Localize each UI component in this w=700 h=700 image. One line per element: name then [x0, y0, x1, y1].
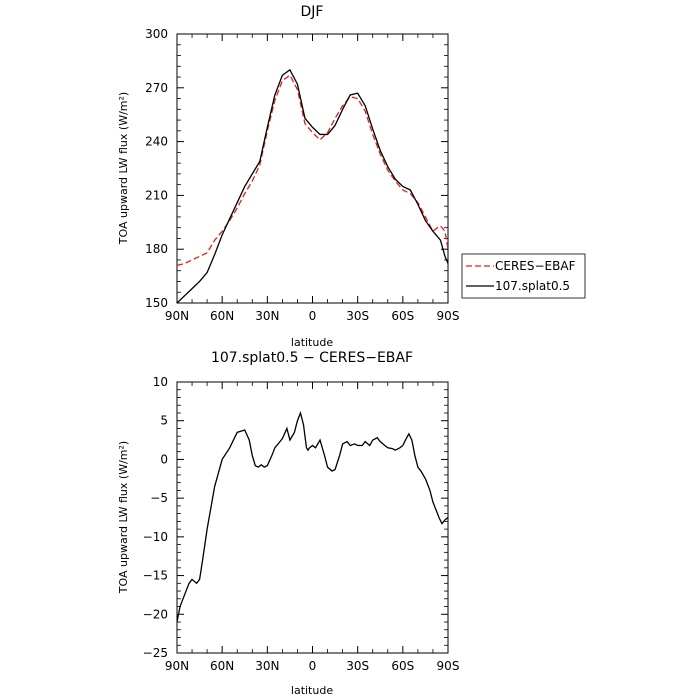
x-tick-label: 0 [309, 659, 317, 673]
series-line-107-splat0-5 [177, 68, 448, 303]
chart-top-x-axis-label: latitude [291, 336, 333, 349]
x-tick-label: 60S [391, 659, 414, 673]
chart-bottom-frame [176, 381, 449, 654]
chart-top-y-axis: 150 180 210 240 270 300 [145, 27, 448, 310]
chart-top-legend: CERES−EBAF 107.splat0.5 [461, 253, 586, 299]
x-tick-label: 60S [391, 309, 414, 323]
x-tick-label: 30S [346, 309, 369, 323]
y-tick-label: 150 [145, 296, 168, 310]
x-tick-label: 30N [255, 659, 279, 673]
y-tick-label: −15 [143, 569, 168, 583]
chart-bottom-x-axis-label: latitude [291, 684, 333, 697]
series-line-difference [177, 410, 448, 623]
y-tick-label: 10 [153, 375, 168, 389]
y-tick-label: 270 [145, 81, 168, 95]
series-line-ceres-ebaf [177, 74, 448, 266]
chart-top-x-axis: 90N 60N 30N 0 30S 60S 90S [165, 34, 460, 323]
chart-top-minor-ticks [177, 34, 448, 303]
y-tick-label: 240 [145, 135, 168, 149]
x-tick-label: 90S [437, 309, 460, 323]
chart-top-y-axis-label: TOA upward LW flux (W/m²) [117, 92, 130, 245]
x-tick-label: 90S [437, 659, 460, 673]
chart-top-title: DJF [301, 4, 324, 20]
y-tick-label: 300 [145, 27, 168, 41]
legend-entry-ceres-ebaf: CERES−EBAF [495, 259, 576, 273]
chart-top-frame [176, 33, 449, 304]
x-tick-label: 0 [309, 309, 317, 323]
y-tick-label: −25 [143, 646, 168, 660]
y-tick-label: 0 [160, 452, 168, 466]
y-tick-label: −10 [143, 530, 168, 544]
x-tick-label: 30S [346, 659, 369, 673]
x-tick-label: 30N [255, 309, 279, 323]
x-tick-label: 90N [165, 659, 189, 673]
legend-box [461, 253, 586, 299]
chart-bottom: 107.splat0.5 − CERES−EBAF −25 −20 −15 −10 −5… [117, 350, 459, 697]
chart-bottom-y-axis: −25 −20 −15 −10 −5 0 5 10 [143, 375, 448, 660]
y-tick-label: −5 [150, 491, 168, 505]
chart-bottom-minor-ticks [177, 382, 448, 653]
y-tick-label: 210 [145, 188, 168, 202]
x-tick-label: 90N [165, 309, 189, 323]
y-tick-label: 180 [145, 242, 168, 256]
x-tick-label: 60N [210, 659, 234, 673]
legend-entry-107-splat0-5: 107.splat0.5 [495, 279, 570, 293]
chart-bottom-x-axis: 90N 60N 30N 0 30S 60S 90S [165, 382, 460, 673]
chart-bottom-y-axis-label: TOA upward LW flux (W/m²) [117, 441, 130, 594]
y-tick-label: 5 [160, 414, 168, 428]
x-tick-label: 60N [210, 309, 234, 323]
chart-bottom-title: 107.splat0.5 − CERES−EBAF [211, 350, 413, 366]
y-tick-label: −20 [143, 607, 168, 621]
